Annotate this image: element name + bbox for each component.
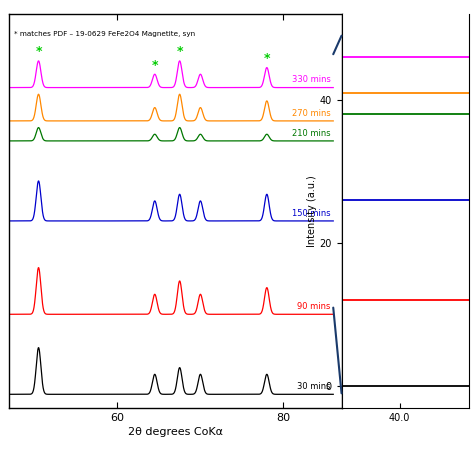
Text: 150 mins: 150 mins <box>292 209 331 218</box>
Text: 90 mins: 90 mins <box>297 302 331 311</box>
Text: *: * <box>152 59 158 72</box>
Text: *: * <box>35 45 42 58</box>
Text: 30 mins: 30 mins <box>297 382 331 391</box>
Text: 210 mins: 210 mins <box>292 128 331 137</box>
Y-axis label: Intensity (a.u.): Intensity (a.u.) <box>307 175 317 247</box>
Text: *: * <box>264 52 270 65</box>
Text: 330 mins: 330 mins <box>292 75 331 84</box>
X-axis label: 2θ degrees CoKα: 2θ degrees CoKα <box>128 427 223 437</box>
Text: *: * <box>176 45 183 58</box>
Text: * matches PDF – 19-0629 FeFe2O4 Magnetite, syn: * matches PDF – 19-0629 FeFe2O4 Magnetit… <box>14 31 195 37</box>
Text: 270 mins: 270 mins <box>292 109 331 118</box>
